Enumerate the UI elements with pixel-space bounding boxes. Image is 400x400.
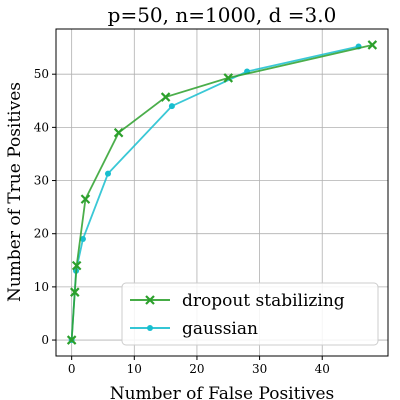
legend-items [130, 295, 170, 331]
x-tick-label: 30 [252, 362, 267, 376]
legend-marker [147, 325, 153, 331]
x-tick-label: 10 [127, 362, 142, 376]
marker-stroke [367, 40, 378, 50]
plot-frame [55, 28, 389, 357]
marker-stroke [113, 127, 124, 138]
y-tick-label: 40 [34, 120, 49, 134]
data-point [223, 73, 234, 83]
chart-title: p=50, n=1000, d =3.0 [108, 3, 337, 27]
data-point [79, 236, 86, 243]
y-tick-label: 10 [34, 280, 49, 294]
data-point [71, 260, 82, 271]
legend-marker [145, 295, 155, 305]
marker-stroke [223, 73, 234, 83]
series-line [70, 44, 373, 341]
series-layer [66, 40, 378, 345]
data-point [66, 335, 77, 345]
y-axis-label: Number of True Positives [5, 82, 25, 302]
x-tick-label: 20 [189, 362, 204, 376]
y-tick-label: 0 [41, 333, 49, 347]
data-point [160, 92, 171, 102]
data-point [70, 287, 80, 297]
marker-stroke [66, 335, 77, 345]
y-tick-label: 20 [34, 227, 49, 241]
y-tick-label: 50 [34, 67, 49, 81]
y-tick-label: 30 [34, 174, 49, 188]
marker-stroke [71, 260, 82, 271]
x-tick-label: 0 [68, 362, 76, 376]
data-point [113, 127, 124, 138]
legend-label-gaussian: gaussian [182, 319, 258, 339]
x-axis-label: Number of False Positives [110, 384, 335, 400]
legend-label-dropout: dropout stabilizing [182, 291, 345, 311]
data-point [168, 103, 175, 110]
data-point [104, 170, 111, 177]
legend-box [121, 282, 379, 346]
ticks: 0 10 20 30 40 0 10 20 30 40 50 [34, 67, 330, 376]
legend: dropout stabilizing gaussian [121, 282, 379, 346]
x-tick-label: 40 [315, 362, 330, 376]
marker-stroke [160, 92, 171, 102]
data-point [80, 194, 91, 204]
marker-stroke [80, 194, 91, 204]
data-point [367, 40, 378, 50]
series-dropout-stabilizing [66, 40, 378, 345]
marker-stroke [70, 287, 80, 297]
marker-stroke [145, 295, 155, 305]
